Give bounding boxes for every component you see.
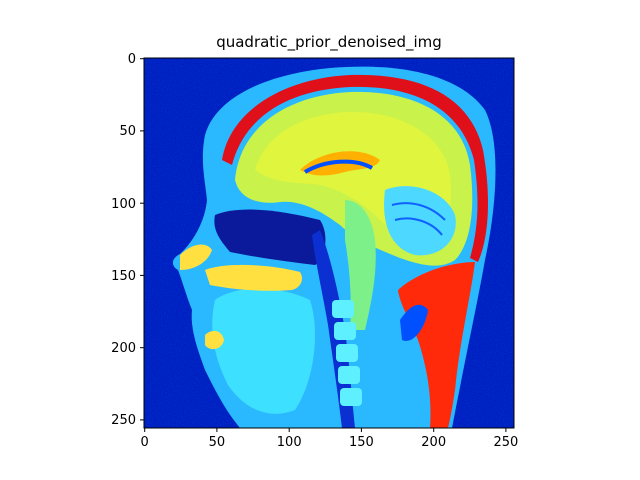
y-tick-label: 250	[111, 413, 136, 428]
x-tick-label: 0	[141, 435, 149, 450]
x-axis	[144, 428, 507, 432]
y-tick-label: 0	[128, 52, 136, 67]
y-tick-label: 150	[111, 269, 136, 284]
y-tick-label: 100	[111, 197, 136, 212]
x-tick-label: 200	[421, 435, 446, 450]
x-tick-label: 150	[349, 435, 374, 450]
x-tick-label: 50	[209, 435, 226, 450]
spine-shape	[332, 300, 362, 406]
x-tick-label: 100	[277, 435, 302, 450]
y-tick-label: 50	[119, 124, 136, 139]
x-tick-label: 250	[493, 435, 518, 450]
figure-title: quadratic_prior_denoised_img	[216, 33, 442, 51]
plot-frame	[143, 57, 515, 429]
y-tick-label: 200	[111, 341, 136, 356]
y-axis	[140, 58, 144, 421]
mri-image	[144, 58, 514, 428]
